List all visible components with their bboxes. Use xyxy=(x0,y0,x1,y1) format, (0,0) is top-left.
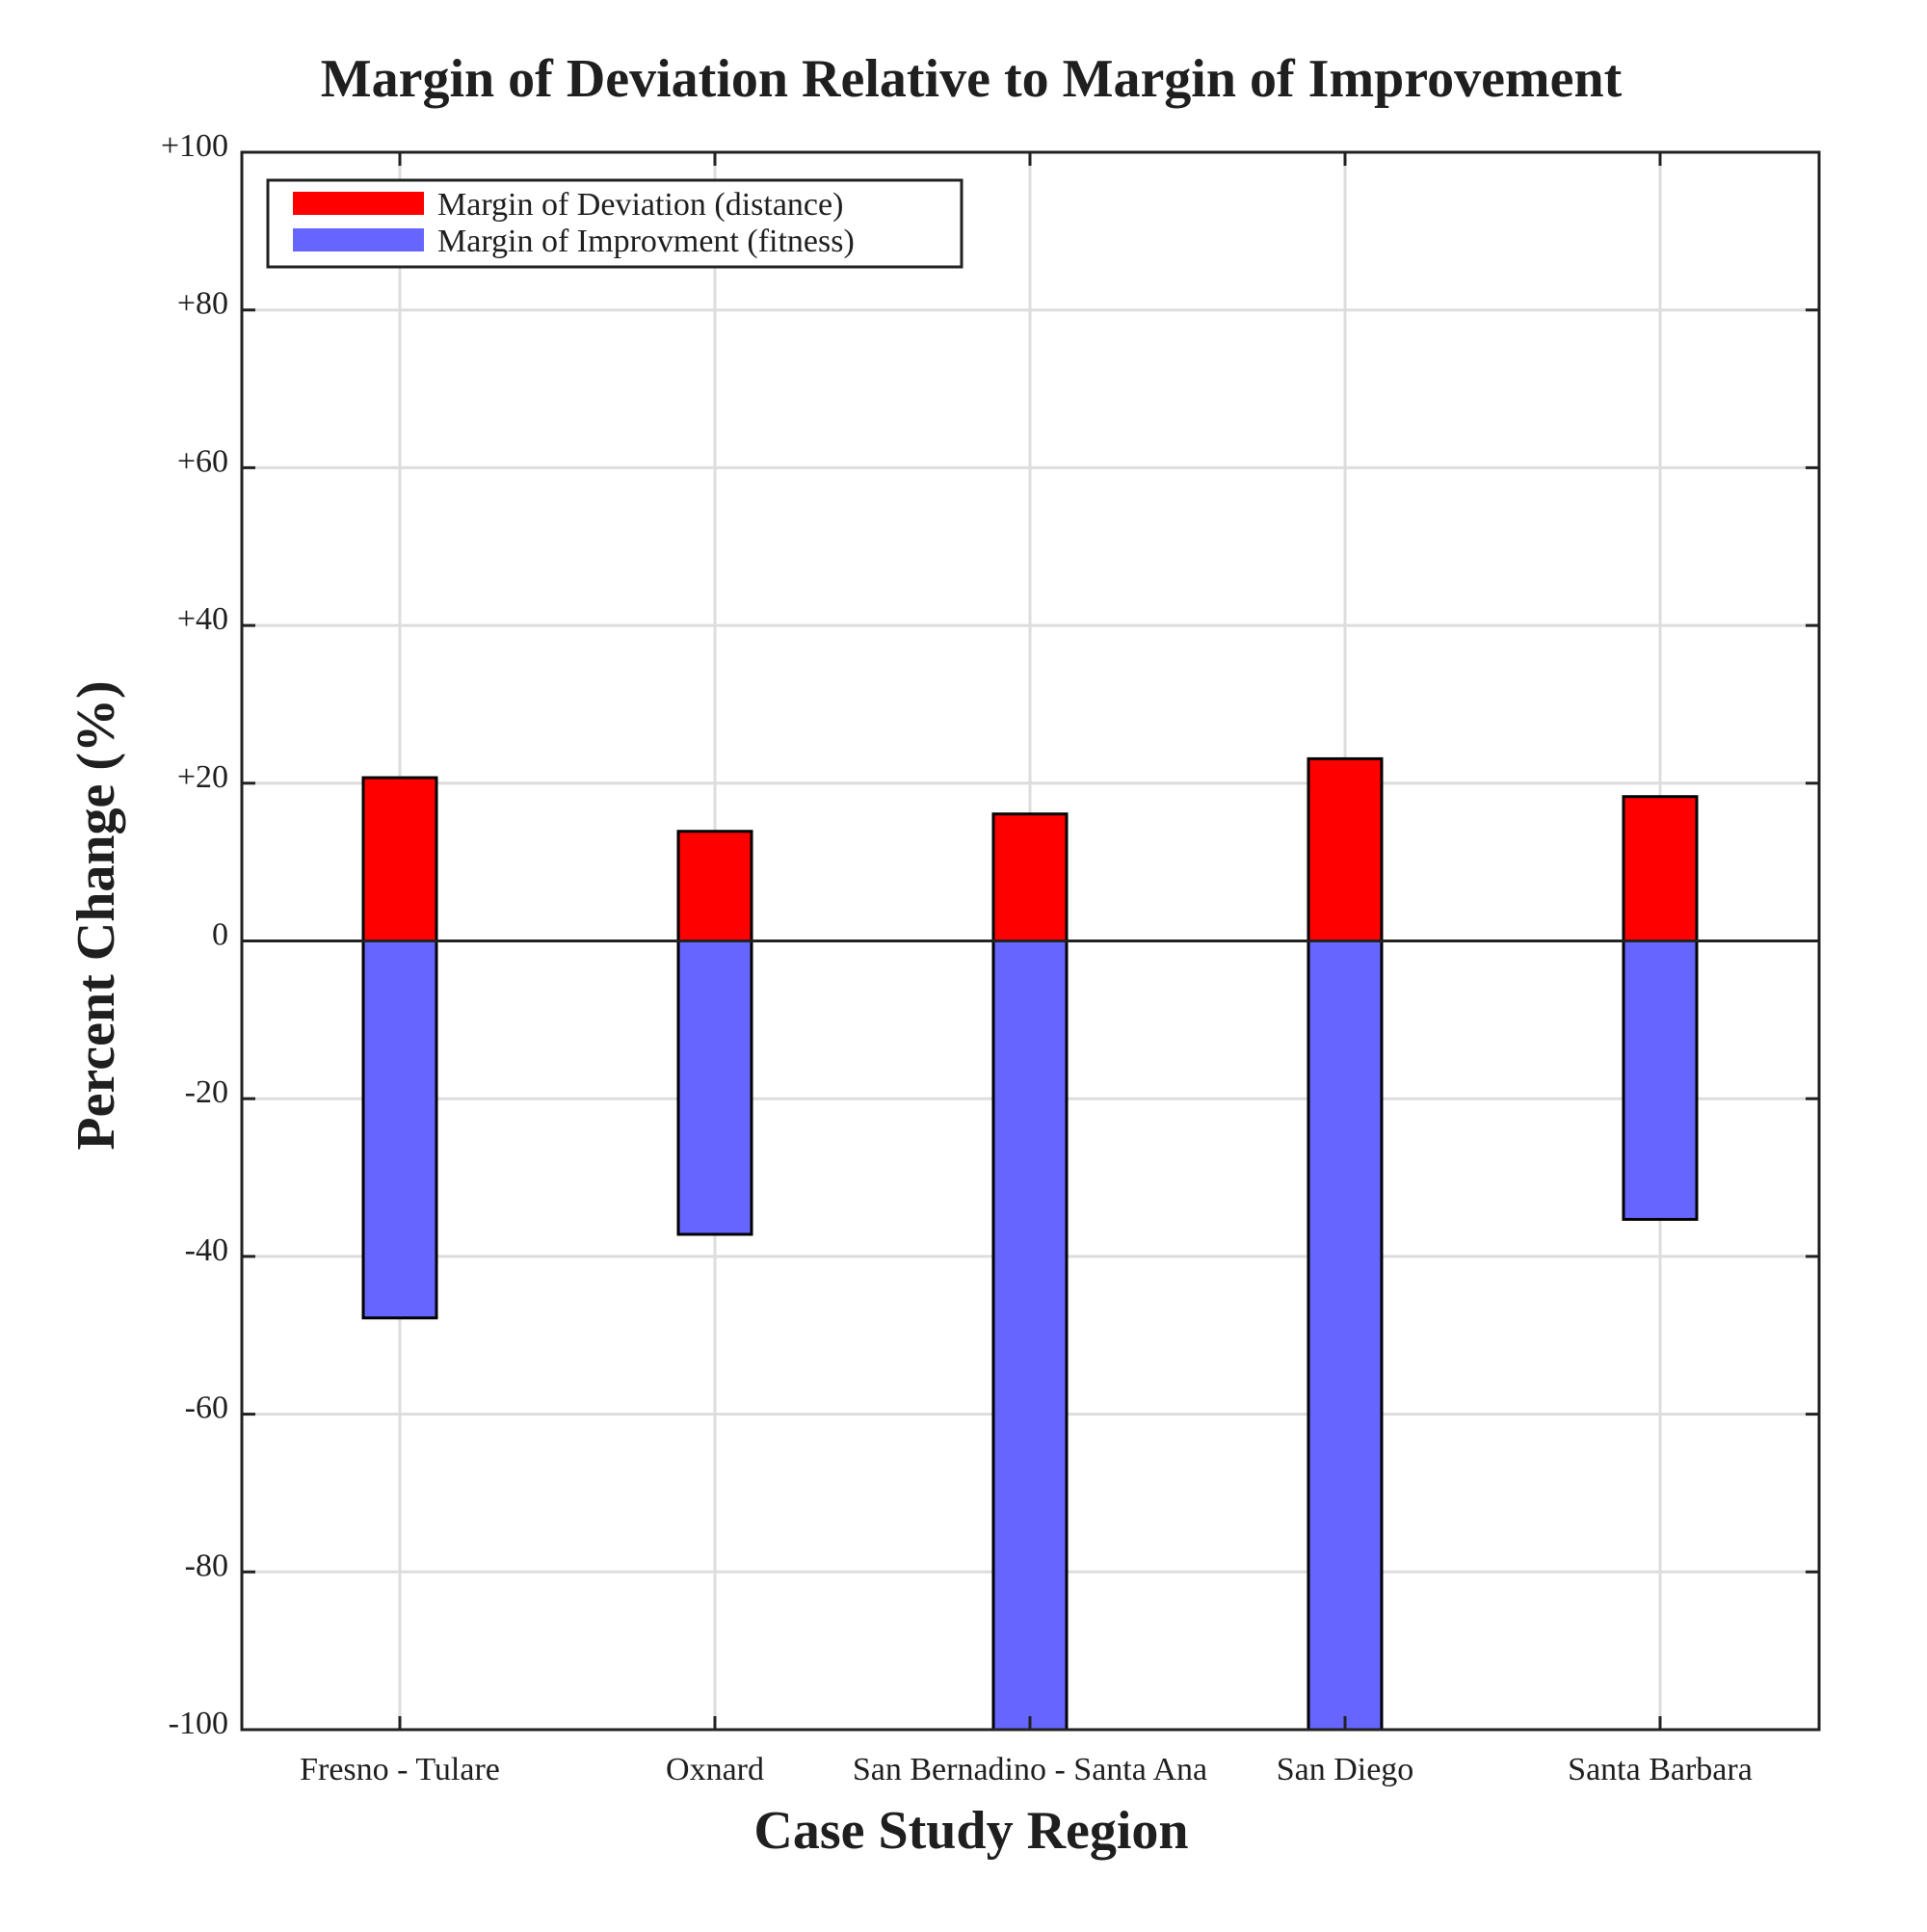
bars xyxy=(361,756,1699,1732)
y-tick-label: -80 xyxy=(185,1548,228,1583)
axes xyxy=(240,150,1821,1732)
plot-frame xyxy=(240,150,1821,1732)
x-tick-label: Fresno - Tulare xyxy=(300,1752,500,1787)
bar-series-1 xyxy=(1307,756,1384,943)
y-tick-label: -20 xyxy=(185,1074,228,1110)
bar-series-1 xyxy=(1622,795,1699,942)
y-tick-label: +40 xyxy=(177,601,228,637)
y-tick-label: -60 xyxy=(185,1390,228,1426)
y-tick-label: 0 xyxy=(212,917,228,953)
chart-title: Margin of Deviation Relative to Margin o… xyxy=(321,49,1623,109)
legend-swatch xyxy=(293,228,424,251)
legend-label: Margin of Improvment (fitness) xyxy=(437,224,855,259)
bar-series-2 xyxy=(1307,940,1384,1732)
y-tick-label: -40 xyxy=(185,1232,228,1268)
y-tick-label: +80 xyxy=(177,286,228,322)
bar-series-2 xyxy=(1622,940,1699,1221)
tick-labels: +100 +80 +60 +40 +20 0 -20 -40 -60 -80 -100 Fresno … xyxy=(161,128,1753,1787)
bar-series-2 xyxy=(361,940,438,1320)
x-tick-label: San Bernadino - Santa Ana xyxy=(853,1752,1207,1787)
x-tick-label: Santa Barbara xyxy=(1568,1752,1753,1787)
bar-series-1 xyxy=(361,776,438,942)
bar-series-1 xyxy=(676,830,753,943)
legend-swatch xyxy=(293,192,424,215)
x-tick-label: San Diego xyxy=(1277,1752,1414,1787)
x-tick-label: Oxnard xyxy=(666,1752,764,1787)
legend: Margin of Deviation (distance)Margin of … xyxy=(266,178,964,269)
y-tick-label: +60 xyxy=(177,443,228,479)
y-tick-label: +100 xyxy=(161,128,228,164)
x-axis-label: Case Study Region xyxy=(753,1801,1188,1861)
y-axis-label: Percent Change (%) xyxy=(66,680,126,1150)
y-tick-label: +20 xyxy=(177,759,228,795)
legend-label: Margin of Deviation (distance) xyxy=(437,187,843,223)
bar-series-1 xyxy=(991,812,1069,942)
bar-series-2 xyxy=(991,940,1069,1732)
bar-series-2 xyxy=(676,940,753,1236)
y-tick-label: -100 xyxy=(169,1706,228,1741)
